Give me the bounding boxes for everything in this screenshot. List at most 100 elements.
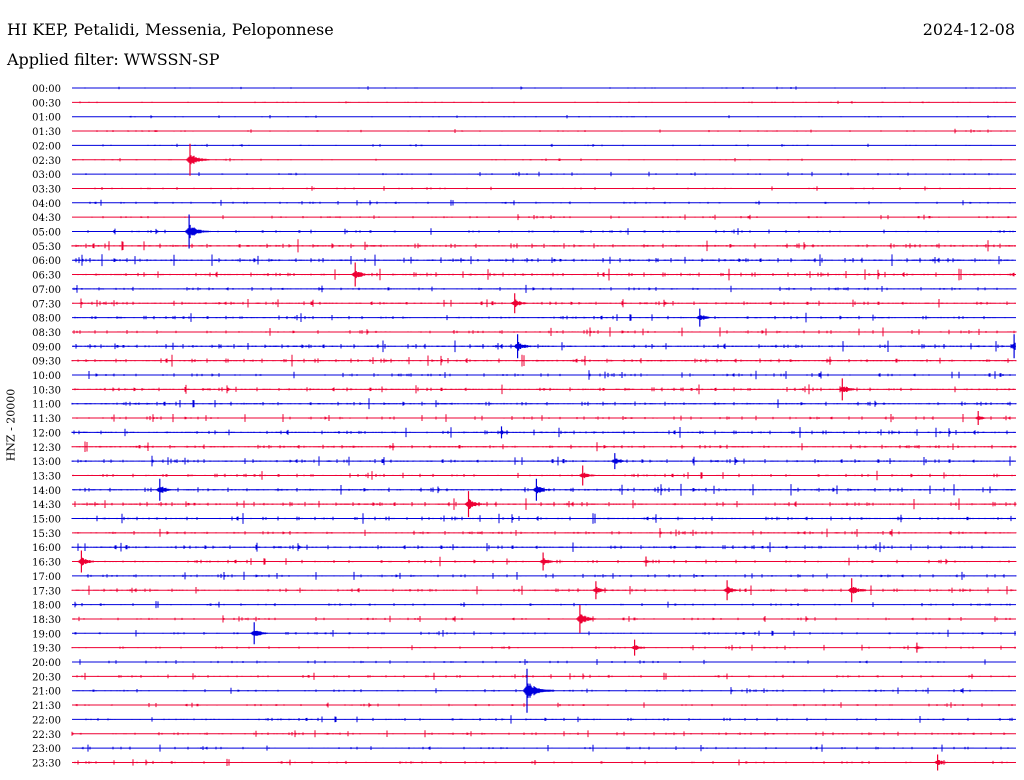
trace-noise <box>73 483 1015 496</box>
row-time-label: 16:00 <box>32 543 61 554</box>
trace-noise <box>75 744 1013 752</box>
trace-noise <box>73 284 1017 293</box>
row-time-label: 11:30 <box>32 414 61 425</box>
seismic-event <box>838 378 855 401</box>
row-time-label: 15:30 <box>32 529 61 540</box>
seismic-event <box>1010 334 1016 359</box>
row-time-label: 10:30 <box>32 385 61 396</box>
trace-noise <box>91 214 1017 221</box>
trace-noise <box>71 585 1017 595</box>
row-time-label: 16:30 <box>32 558 61 569</box>
trace-noise <box>74 528 1017 538</box>
trace-noise <box>74 601 1011 609</box>
row-time-label: 23:30 <box>32 758 61 769</box>
row-time-label: 18:00 <box>32 601 61 612</box>
trace-noise <box>74 556 1017 567</box>
trace-noise <box>71 441 1017 452</box>
seismic-event <box>351 262 370 287</box>
seismic-event <box>631 639 646 656</box>
trace-noise <box>89 199 1011 206</box>
seismic-event <box>464 491 485 518</box>
trace-noise <box>71 398 1017 410</box>
row-time-label: 21:00 <box>32 687 61 698</box>
trace-noise <box>72 340 1014 353</box>
trace-noise <box>71 542 1015 553</box>
seismic-event <box>723 580 740 601</box>
seismic-event <box>523 668 555 713</box>
trace-noise <box>71 513 1016 524</box>
trace-noise <box>96 128 1008 134</box>
trace-noise <box>71 354 1017 367</box>
row-time-label: 11:00 <box>32 400 61 411</box>
trace-noise <box>75 702 1013 708</box>
row-time-label: 03:30 <box>32 184 61 195</box>
row-time-label: 17:30 <box>32 586 61 597</box>
seismic-event <box>642 556 652 567</box>
row-time-label: 06:00 <box>32 256 61 267</box>
seismic-event <box>514 334 532 359</box>
seismic-event <box>250 622 268 645</box>
row-time-label: 12:00 <box>32 428 61 439</box>
trace-noise <box>73 384 1015 395</box>
seismic-event <box>497 426 509 439</box>
row-time-label: 05:00 <box>32 228 61 239</box>
seismic-event <box>611 453 627 470</box>
trace-noise <box>71 730 1006 738</box>
row-time-label: 00:30 <box>32 98 61 109</box>
trace-noise <box>73 327 1017 337</box>
row-time-label: 07:00 <box>32 285 61 296</box>
trace-noise <box>73 498 1017 510</box>
row-time-label: 04:30 <box>32 213 61 224</box>
seismic-event <box>934 754 949 771</box>
row-time-label: 15:00 <box>32 515 61 526</box>
row-time-label: 02:30 <box>32 156 61 167</box>
seismic-event <box>186 143 210 176</box>
trace-noise <box>72 370 1014 380</box>
trace-noise <box>76 672 1016 680</box>
row-time-label: 10:00 <box>32 371 61 382</box>
seismic-event <box>848 578 867 603</box>
trace-noise <box>73 254 1014 267</box>
seismic-event <box>579 465 596 486</box>
trace-noise <box>74 312 1006 323</box>
row-time-label: 07:30 <box>32 299 61 310</box>
row-time-label: 17:00 <box>32 572 61 583</box>
trace-noise <box>94 186 1001 191</box>
trace-noise <box>74 629 1016 637</box>
trace-noise <box>72 158 1012 162</box>
row-time-label: 05:30 <box>32 242 61 253</box>
trace-noise <box>71 455 1015 467</box>
row-time-label: 14:30 <box>32 500 61 511</box>
row-time-label: 19:00 <box>32 629 61 640</box>
row-time-label: 18:30 <box>32 615 61 626</box>
trace-noise <box>80 571 1017 580</box>
row-time-label: 08:00 <box>32 314 61 325</box>
seismic-event <box>696 308 710 327</box>
row-time-label: 22:30 <box>32 730 61 741</box>
trace-noise <box>84 86 1007 90</box>
row-time-label: 13:00 <box>32 457 61 468</box>
seismic-event <box>511 293 527 314</box>
record-date: 2024-12-08 <box>922 20 1015 39</box>
seismic-event <box>913 642 924 653</box>
row-time-label: 09:00 <box>32 342 61 353</box>
row-time-label: 03:00 <box>32 170 61 181</box>
trace-noise <box>72 470 1016 481</box>
row-time-label: 20:30 <box>32 672 61 683</box>
row-time-label: 01:00 <box>32 113 61 124</box>
trace-noise <box>129 115 1012 119</box>
trace-noise <box>72 298 1016 308</box>
trace-noise <box>85 715 1013 724</box>
row-time-label: 13:30 <box>32 471 61 482</box>
trace-noise <box>77 228 1014 235</box>
row-time-label: 01:30 <box>32 127 61 138</box>
row-time-label: 06:30 <box>32 271 61 282</box>
row-time-label: 00:00 <box>32 84 61 95</box>
seismic-event <box>539 552 556 571</box>
row-time-label: 09:30 <box>32 357 61 368</box>
seismic-event <box>592 581 608 600</box>
row-time-label: 14:00 <box>32 486 61 497</box>
seismic-event <box>156 478 172 501</box>
row-time-label: 22:00 <box>32 715 61 726</box>
